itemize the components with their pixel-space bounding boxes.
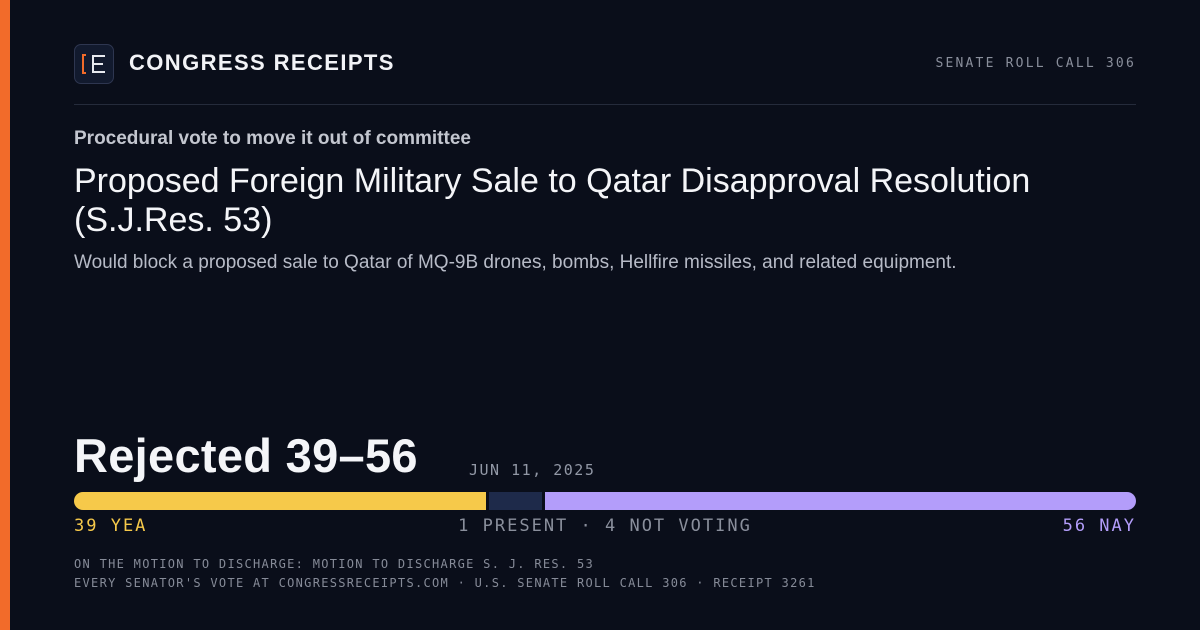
footer-credit: EVERY SENATOR'S VOTE AT CONGRESSRECEIPTS… [74,576,816,590]
other-label: 1 PRESENT · 4 NOT VOTING [458,516,752,536]
footer-motion: ON THE MOTION TO DISCHARGE: MOTION TO DI… [74,557,595,571]
roll-call: SENATE ROLL CALL 306 [935,56,1136,71]
description: Would block a proposed sale to Qatar of … [74,252,957,273]
vote-bar [74,492,1136,510]
result-headline: Rejected 39–56 [74,429,418,482]
title: Proposed Foreign Military Sale to Qatar … [74,162,1031,239]
nay-label: 56 NAY [1062,516,1136,536]
present-segment [488,492,500,510]
vote-date: JUN 11, 2025 [469,461,596,479]
logo [74,44,114,84]
kicker: Procedural vote to move it out of commit… [74,128,471,149]
other-segment [488,492,542,510]
yea-label: 39 YEA [74,516,148,536]
nay-segment [544,492,1136,510]
brand: CONGRESS RECEIPTS [129,50,395,75]
divider [74,104,1136,105]
accent-stripe [0,0,10,630]
not-voting-segment [499,492,542,510]
yea-segment [74,492,486,510]
